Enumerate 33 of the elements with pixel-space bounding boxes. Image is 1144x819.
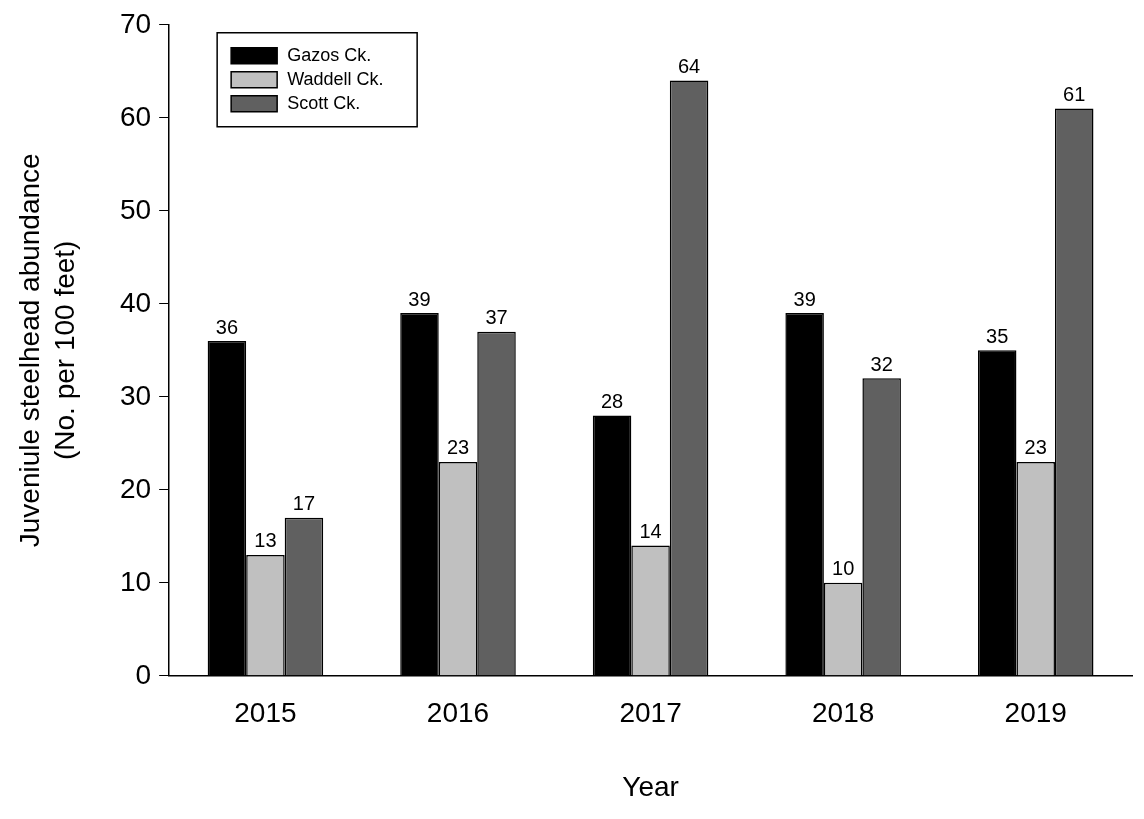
x-tick-label: 2017 [619, 697, 682, 729]
x-axis-title: Year [622, 770, 679, 802]
y-tick-label: 20 [119, 472, 152, 504]
data-label: 17 [292, 492, 316, 515]
data-label: 28 [600, 389, 624, 412]
data-label: 39 [793, 287, 816, 310]
y-tick-label: 70 [119, 7, 152, 39]
x-tick-label: 2015 [234, 697, 297, 729]
legend-label: Waddell Ck. [287, 68, 384, 89]
x-tick-label: 2016 [426, 697, 490, 729]
data-label: 35 [986, 324, 1009, 347]
data-label: 39 [408, 287, 431, 310]
y-tick-label: 50 [119, 193, 152, 225]
legend-label: Gazos Ck. [287, 44, 372, 65]
y-tick-label: 30 [119, 379, 152, 411]
data-label: 23 [446, 436, 470, 459]
y-tick-label: 40 [119, 286, 152, 318]
x-tick-label: 2019 [1004, 697, 1067, 729]
data-label: 13 [254, 529, 277, 552]
x-tick-label: 2018 [811, 697, 875, 729]
y-tick-label: 10 [119, 565, 152, 597]
data-label: 32 [870, 352, 893, 375]
data-label: 14 [639, 520, 662, 543]
legend-label: Scott Ck. [287, 92, 361, 113]
data-label: 10 [832, 557, 855, 580]
data-label: 61 [1063, 83, 1086, 106]
data-label: 64 [677, 55, 701, 78]
y-tick-label: 0 [135, 658, 152, 690]
data-label: 37 [485, 306, 508, 329]
data-label: 36 [215, 315, 239, 338]
y-axis-title: Juveniule steelhead abundance (No. per 100 feet) [14, 153, 81, 548]
y-tick-label: 60 [119, 100, 152, 132]
data-label: 23 [1024, 436, 1047, 459]
